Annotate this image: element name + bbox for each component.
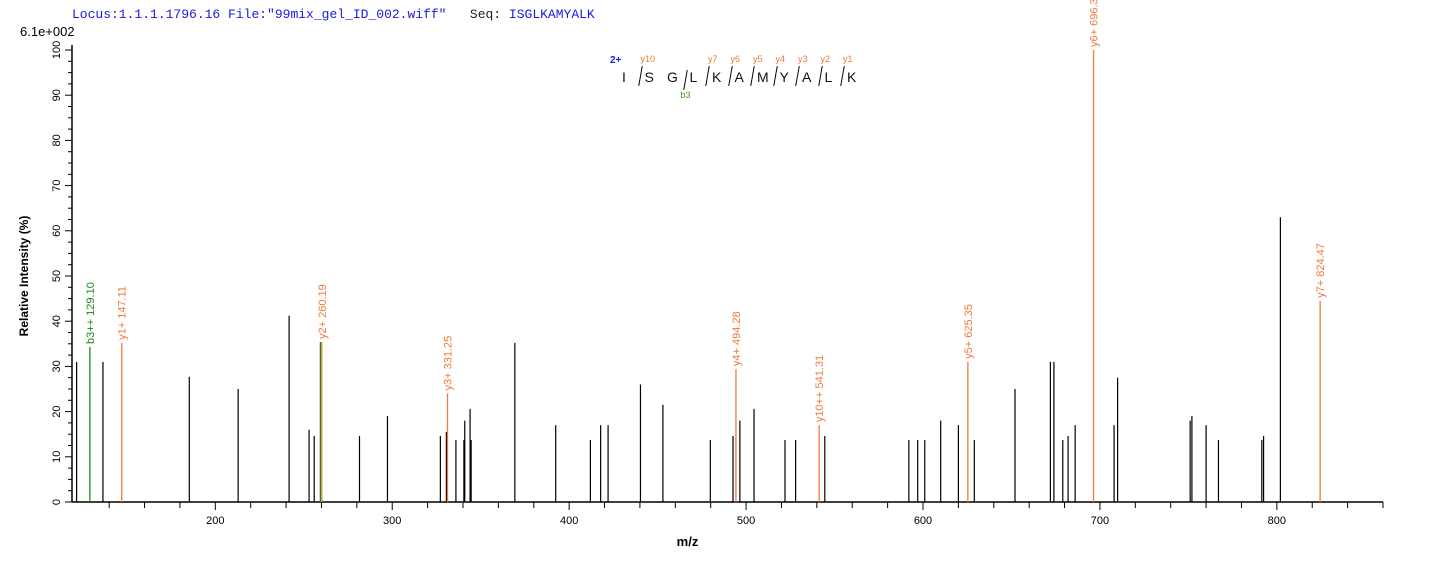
peak-label: y10++ 541.31 [814,355,826,422]
y-cleavage-mark [840,66,845,86]
y-tick-label: 0 [51,499,63,505]
peak-label: y3+ 331.25 [443,336,455,391]
x-tick-label: 200 [206,515,224,527]
y-cleavage-mark [727,66,733,86]
peak-label: y1+ 147.11 [117,286,129,340]
y-tick-label: 90 [51,89,63,101]
y-tick-label: 30 [51,360,63,372]
y-cleavage-mark [637,66,643,86]
y-ion-label: y5 [753,54,763,64]
residue: M [757,69,769,85]
x-tick-label: 400 [560,515,578,527]
y-tick-label: 50 [51,270,63,282]
y-cleavage-mark [705,66,710,86]
b-ion-label: b3 [680,90,691,100]
peak-label: y4+ 494.28 [731,311,743,366]
b-cleavage-mark [682,70,688,90]
intensity-scale: 6.1e+002 [20,24,75,39]
peak-label: y6+ 696.38 [1089,0,1101,47]
residue: I [622,69,626,85]
locus: Locus:1.1.1.1796.16 [72,7,221,22]
x-tick-label: 700 [1091,515,1109,527]
y-cleavage-mark [750,66,755,86]
x-axis-label: m/z [677,534,699,549]
x-tick-label: 600 [914,515,932,527]
y-ion-label: y3 [798,54,808,64]
residue: A [802,69,812,85]
seq-label: Seq: [469,7,502,22]
residue: G [667,69,678,85]
y-tick-label: 60 [51,225,63,237]
residue: Y [779,69,789,85]
y-tick-label: 100 [51,41,63,59]
peak-label: y5+ 625.35 [963,304,975,359]
peak-label: y2+ 260.19 [317,284,329,339]
y-cleavage-mark [795,66,800,86]
y-tick-label: 10 [51,451,63,463]
spectrum-header: Locus:1.1.1.1796.16 File:"99mix_gel_ID_0… [72,7,595,22]
peak-label: b3++ 129.10 [85,282,97,344]
y-ion-label: y6 [730,54,741,64]
residue: L [824,69,833,85]
y-tick-label: 20 [51,405,63,417]
y-ion-label: y7 [708,54,718,64]
y-ion-label: y1 [843,54,853,64]
file-name: File:"99mix_gel_ID_002.wiff" [228,7,447,22]
y-cleavage-mark [772,66,778,86]
residue: L [689,69,698,85]
x-tick-label: 500 [737,515,755,527]
y-tick-label: 80 [51,134,63,146]
y-ion-label: y4 [775,54,786,64]
y-tick-label: 40 [51,315,63,327]
sequence: ISGLKAMYALK [508,7,595,22]
charge-state: 2+ [610,55,622,66]
peak-label: y7+ 824.47 [1315,243,1327,298]
residue: A [734,69,744,85]
residue: S [644,69,654,85]
x-tick-label: 800 [1268,515,1286,527]
y-ion-label: y10 [640,54,656,64]
y-axis-label: Relative Intensity (%) [17,216,31,337]
residue: K [847,69,857,85]
y-ion-label: y2 [820,54,831,64]
x-tick-label: 300 [383,515,401,527]
y-cleavage-mark [817,66,823,86]
residue: K [712,69,722,85]
y-tick-label: 70 [51,179,63,191]
